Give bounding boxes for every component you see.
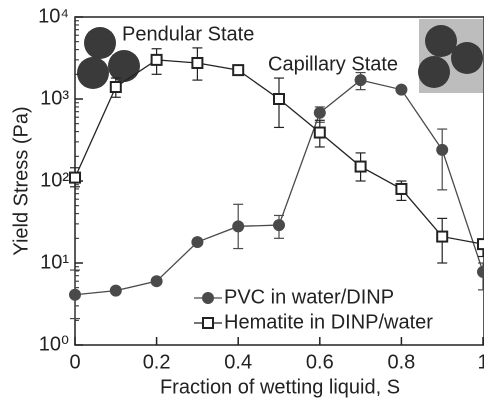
point [313, 126, 326, 139]
legend-label: Hematite in DINP/water [224, 311, 433, 333]
point [232, 64, 245, 77]
x-tick-label: 1 [477, 351, 484, 373]
x-axis-label: Fraction of wetting liquid, S [160, 376, 400, 398]
point [109, 81, 122, 94]
point [395, 182, 408, 195]
point [191, 56, 204, 69]
point [395, 83, 408, 96]
x-tick-label: 0.2 [143, 351, 171, 373]
point [354, 74, 367, 87]
point [232, 220, 245, 233]
point [69, 171, 81, 184]
point [477, 265, 484, 278]
point [477, 238, 484, 251]
y-tick-label: 10¹ [40, 251, 69, 273]
x-tick-label: 0.8 [387, 351, 415, 373]
point [273, 93, 285, 105]
point [436, 143, 449, 156]
point [354, 160, 367, 173]
point [150, 53, 163, 66]
legend-marker [202, 317, 214, 329]
y-tick-label: 10⁰ [39, 333, 69, 355]
legend-marker [202, 292, 214, 304]
x-tick-label: 0 [69, 351, 80, 373]
y-tick-label: 10³ [40, 87, 69, 109]
x-tick-label: 0.6 [306, 351, 334, 373]
annotation: Pendular State [122, 23, 254, 45]
plot [69, 47, 484, 320]
point [109, 284, 122, 297]
y-tick-label: 10² [40, 169, 69, 191]
point [273, 219, 285, 232]
point [191, 236, 204, 249]
y-tick-label: 10⁴ [38, 5, 69, 27]
y-axis-label: Yield Stress (Pa) [10, 106, 32, 255]
annotation: Capillary State [268, 53, 398, 75]
legend-label: PVC in water/DINP [224, 286, 394, 308]
point [436, 230, 449, 243]
pendular-icon [77, 27, 140, 89]
point [313, 106, 326, 119]
capillary-particles [418, 25, 483, 88]
point [69, 288, 81, 301]
point [150, 275, 163, 288]
x-tick-label: 0.4 [224, 351, 252, 373]
